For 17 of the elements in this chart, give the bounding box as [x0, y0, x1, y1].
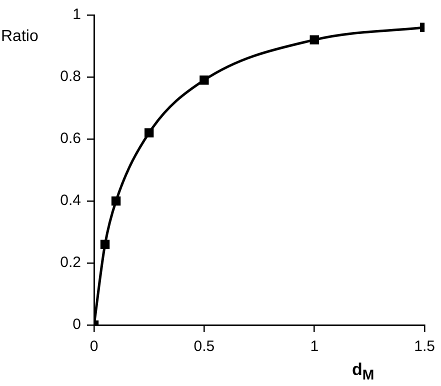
- y-tick-label: 0: [72, 316, 81, 334]
- point: [144, 128, 154, 138]
- point: [100, 240, 110, 249]
- x-tick-label: 1.5: [414, 338, 436, 356]
- y-axis-title: Ratio: [1, 28, 38, 46]
- y-tick-label: 0.4: [60, 192, 81, 210]
- y-tick-label: 0.6: [60, 130, 81, 148]
- x-tick-label: 0.5: [194, 338, 215, 356]
- point: [200, 76, 209, 85]
- y-tick-label: 0.2: [60, 254, 81, 272]
- point: [310, 35, 319, 44]
- y-tick-label: 0.8: [60, 68, 81, 86]
- x-tick-label: 1: [310, 338, 319, 356]
- y-tick-label: 1: [72, 6, 81, 24]
- point: [111, 196, 121, 206]
- x-axis-title: d$_{M}$: [352, 360, 374, 384]
- x-tick-label: 0: [90, 338, 98, 356]
